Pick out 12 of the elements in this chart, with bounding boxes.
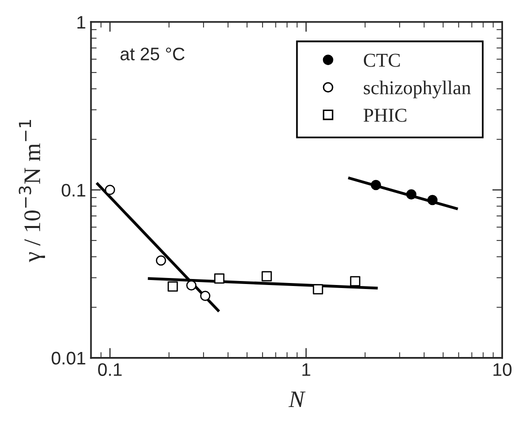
y-tick-label: 0.01 [52, 352, 86, 365]
x-tick-label: 10 [494, 363, 512, 376]
legend-label: CTC [364, 54, 400, 67]
x-tick-label: 0.1 [98, 363, 122, 376]
x-tick-label: 1 [302, 363, 310, 376]
annotation: at 25 °C [120, 48, 185, 60]
y-tick-label: 1 [77, 16, 86, 28]
y-tick-label: 0.1 [62, 184, 86, 197]
x-axis-title: N [288, 392, 306, 408]
legend-label: PHIC [364, 108, 406, 122]
legend-label: schizophyllan [364, 80, 471, 98]
y-axis-title: γ / 10$^{−3}$N m$^{−1}$ [18, 120, 46, 262]
